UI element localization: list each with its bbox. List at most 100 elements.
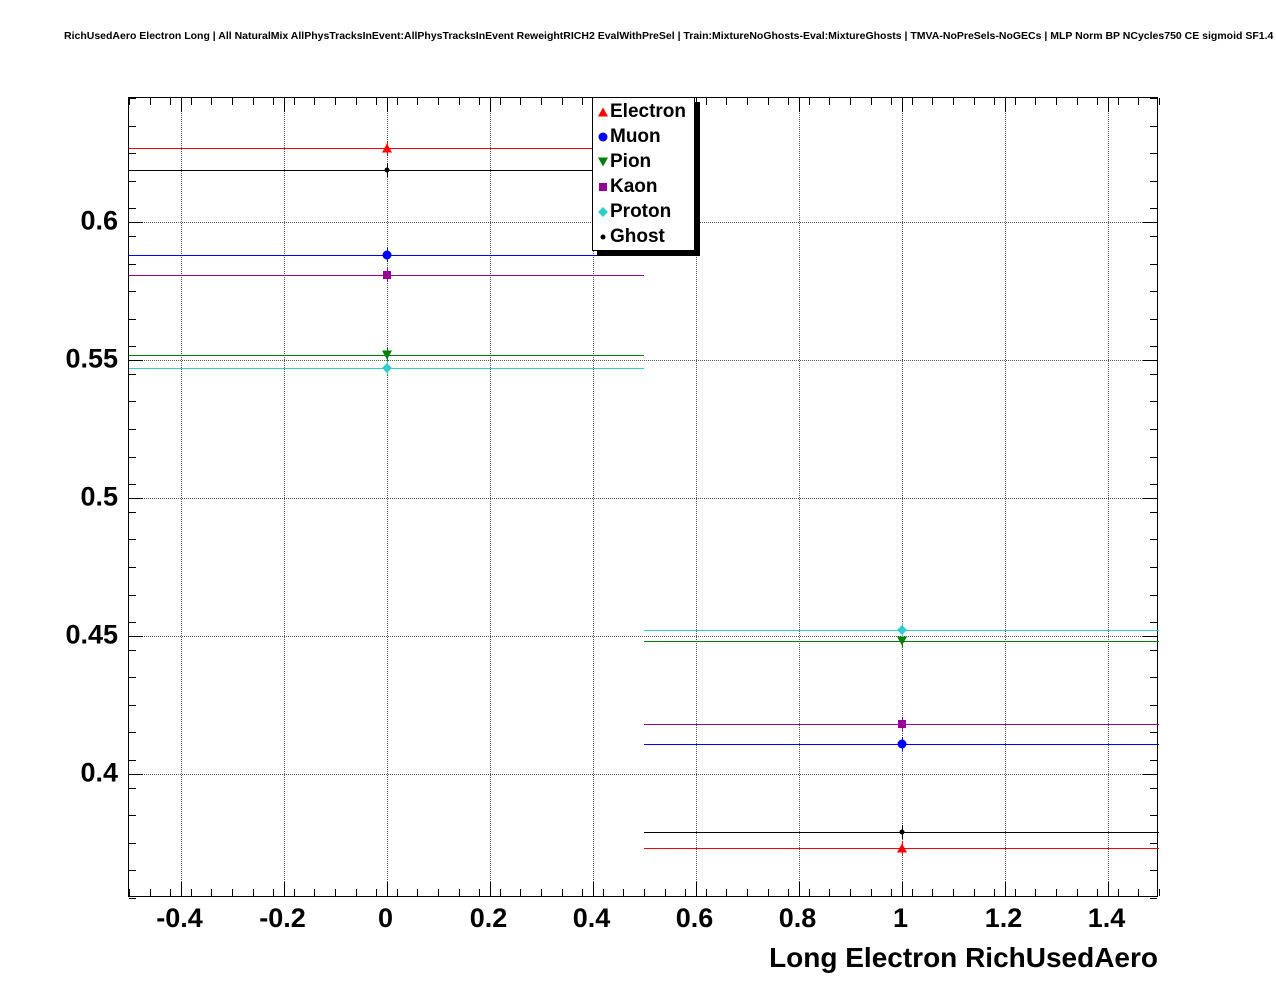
x-major-tick — [180, 98, 182, 112]
x-major-tick — [1004, 882, 1006, 896]
y-minor-tick — [1150, 898, 1157, 899]
x-minor-tick — [252, 98, 254, 105]
x-gridline — [489, 98, 491, 896]
x-minor-tick — [911, 98, 913, 105]
x-minor-tick — [1056, 98, 1057, 105]
y-minor-tick — [1150, 870, 1157, 872]
y-minor-tick — [129, 760, 136, 762]
x-tick-label: 1.4 — [1087, 903, 1126, 933]
y-minor-tick — [129, 291, 136, 293]
x-minor-tick — [1097, 98, 1099, 105]
y-minor-tick — [129, 429, 136, 431]
y-gridline — [129, 773, 1157, 775]
x-major-tick — [489, 882, 491, 896]
y-minor-tick — [1150, 263, 1157, 265]
x-minor-tick — [1076, 98, 1078, 105]
x-minor-tick — [994, 98, 996, 105]
diamond-marker-icon — [595, 203, 610, 221]
y-minor-tick — [129, 870, 136, 872]
y-tick-label: 0.45 — [65, 619, 118, 650]
x-minor-tick — [314, 98, 316, 105]
x-major-tick — [695, 882, 697, 896]
legend-item-ghost: Ghost — [593, 224, 694, 249]
y-minor-tick — [129, 898, 136, 899]
diamond-marker-icon — [597, 206, 608, 217]
x-major-tick — [1107, 882, 1109, 896]
x-minor-tick — [458, 98, 460, 105]
x-major-tick — [1004, 98, 1006, 112]
x-major-tick — [283, 882, 285, 896]
x-major-tick — [386, 882, 388, 896]
y-minor-tick — [129, 401, 136, 403]
y-minor-tick — [1150, 235, 1157, 237]
x-minor-tick — [829, 889, 831, 896]
y-minor-tick — [129, 346, 136, 348]
y-major-tick — [1143, 773, 1157, 775]
dot-marker-icon — [899, 829, 904, 835]
x-minor-tick — [1117, 98, 1119, 105]
y-minor-tick — [1150, 98, 1157, 99]
y-minor-tick — [1150, 456, 1157, 458]
x-minor-tick — [396, 889, 398, 896]
triangle-down-marker-icon — [896, 636, 907, 646]
y-minor-tick — [1150, 318, 1157, 320]
y-tick-label: 0.4 — [80, 757, 118, 788]
x-major-tick — [592, 882, 594, 896]
x-minor-tick — [1159, 98, 1160, 105]
x-minor-tick — [273, 98, 275, 105]
x-minor-tick — [1117, 889, 1119, 896]
circle-marker-icon — [382, 250, 391, 260]
x-minor-tick — [850, 889, 851, 896]
x-minor-tick — [932, 889, 934, 896]
y-minor-tick — [1150, 566, 1157, 568]
y-minor-tick — [1150, 842, 1157, 844]
x-minor-tick — [396, 98, 398, 105]
y-minor-tick — [1150, 760, 1157, 762]
triangle-down-marker-icon — [597, 157, 608, 166]
legend-item-electron: Electron — [593, 99, 694, 124]
x-major-tick — [283, 98, 285, 112]
x-minor-tick — [644, 889, 645, 896]
x-tick-label: 1.2 — [984, 903, 1023, 933]
x-axis-title: Long Electron RichUsedAero — [769, 942, 1158, 973]
legend-item-pion: Pion — [593, 149, 694, 174]
x-minor-tick — [417, 98, 419, 105]
x-gridline — [592, 98, 594, 896]
triangle-up-marker-icon — [597, 107, 608, 116]
y-minor-tick — [129, 649, 136, 651]
y-minor-tick — [1150, 180, 1157, 182]
x-major-tick — [901, 882, 903, 896]
y-tick-label: 0.5 — [80, 481, 118, 512]
y-major-tick — [1143, 360, 1157, 362]
x-minor-tick — [747, 98, 748, 105]
x-minor-tick — [953, 98, 954, 105]
y-minor-tick — [129, 566, 136, 568]
y-minor-tick — [1150, 732, 1157, 734]
y-minor-tick — [129, 622, 136, 624]
dot-marker-icon — [384, 167, 389, 173]
x-minor-tick — [726, 98, 728, 105]
y-minor-tick — [129, 373, 136, 375]
y-minor-tick — [1150, 153, 1157, 155]
y-minor-tick — [1150, 291, 1157, 293]
y-minor-tick — [129, 704, 136, 706]
circle-marker-icon — [897, 739, 906, 749]
y-major-tick — [1143, 635, 1157, 637]
x-minor-tick — [870, 98, 872, 105]
x-minor-tick — [891, 889, 893, 896]
y-minor-tick — [129, 235, 136, 237]
square-marker-icon — [595, 178, 610, 196]
square-marker-icon — [598, 182, 607, 191]
x-minor-tick — [747, 889, 748, 896]
x-gridline — [901, 98, 903, 896]
x-gridline — [695, 98, 697, 896]
x-tick-label: 0.2 — [469, 903, 508, 933]
legend-label: Ghost — [610, 225, 665, 247]
x-major-tick — [180, 882, 182, 896]
square-marker-icon — [382, 270, 391, 279]
x-minor-tick — [767, 889, 769, 896]
x-minor-tick — [314, 889, 316, 896]
legend-label: Proton — [610, 200, 672, 222]
x-minor-tick — [582, 98, 584, 105]
x-minor-tick — [973, 889, 975, 896]
